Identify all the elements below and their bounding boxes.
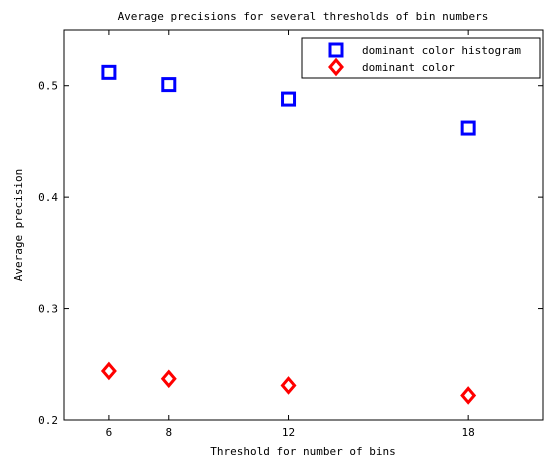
legend-label: dominant color (362, 61, 455, 74)
square-marker (281, 91, 297, 107)
y-tick-label: 0.2 (38, 414, 58, 427)
x-tick-label: 18 (462, 426, 475, 439)
x-axis: 6 8 12 18 (106, 30, 475, 439)
y-axis: 0.2 0.3 0.4 0.5 (38, 80, 543, 427)
diamond-marker (160, 369, 177, 389)
square-marker (101, 64, 117, 80)
legend-label: dominant color histogram (362, 44, 521, 57)
square-marker (460, 120, 476, 136)
diamond-marker (100, 361, 117, 381)
diamond-marker (280, 376, 297, 395)
legend-diamond-icon (328, 57, 344, 77)
diamond-marker (460, 386, 477, 405)
legend: dominant color histogram dominant color (301, 37, 541, 79)
legend-square-icon (328, 42, 344, 58)
y-axis-label: Average precision (12, 169, 25, 282)
chart-title: Average precisions for several threshold… (118, 10, 489, 23)
y-tick-label: 0.5 (38, 80, 58, 93)
square-marker (161, 77, 177, 93)
data-markers (100, 64, 477, 405)
y-tick-label: 0.4 (38, 191, 58, 204)
x-tick-label: 8 (165, 426, 172, 439)
y-tick-label: 0.3 (38, 303, 58, 316)
plot-area (63, 29, 544, 421)
x-tick-label: 6 (106, 426, 113, 439)
x-tick-label: 12 (282, 426, 295, 439)
x-axis-label: Threshold for number of bins (210, 445, 395, 458)
